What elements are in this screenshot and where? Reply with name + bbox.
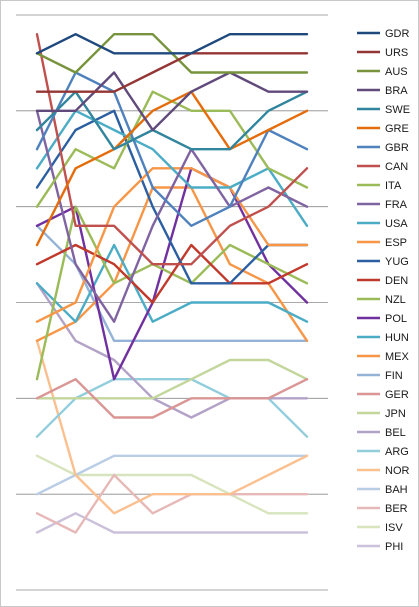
- legend-item-arg: ARG: [357, 446, 409, 458]
- legend-label: ITA: [385, 180, 402, 192]
- series-line-gdr: [35, 33, 309, 55]
- legend-label: URS: [385, 47, 408, 59]
- series-line-nor: [35, 339, 309, 515]
- series-line-den: [35, 243, 309, 304]
- legend-item-gre: GRE: [357, 123, 409, 135]
- legend-label: NZL: [385, 294, 406, 306]
- series-line-bah: [35, 454, 309, 496]
- legend-item-pol: POL: [357, 313, 407, 325]
- series-line-yug: [35, 109, 309, 285]
- legend-item-den: DEN: [357, 275, 408, 287]
- legend-item-mex: MEX: [357, 351, 410, 363]
- legend-label: USA: [385, 218, 408, 230]
- series-line-fin: [35, 224, 309, 342]
- legend-item-gdr: GDR: [357, 28, 410, 40]
- legend-item-bra: BRA: [357, 85, 408, 97]
- legend-label: SWE: [385, 104, 410, 116]
- legend-item-fin: FIN: [357, 370, 403, 382]
- legend-label: HUN: [385, 332, 409, 344]
- legend-item-urs: URS: [357, 47, 408, 59]
- legend-item-nor: NOR: [357, 465, 410, 477]
- legend-label: YUG: [385, 256, 409, 268]
- legend-item-yug: YUG: [357, 256, 409, 268]
- legend-label: BER: [385, 503, 408, 515]
- series-line-isv: [35, 454, 309, 515]
- legend-item-esp: ESP: [357, 237, 407, 249]
- legend-item-jpn: JPN: [357, 408, 406, 420]
- legend-item-ger: GER: [357, 389, 409, 401]
- legend-item-swe: SWE: [357, 104, 410, 116]
- legend-item-ita: ITA: [357, 180, 402, 192]
- legend-item-hun: HUN: [357, 332, 409, 344]
- legend-label: POL: [385, 313, 407, 325]
- legend-item-phi: PHI: [357, 541, 403, 553]
- series-line-gre: [35, 90, 309, 247]
- series-line-hun: [35, 243, 309, 323]
- series-line-jpn: [35, 358, 309, 400]
- legend-label: GBR: [385, 142, 409, 154]
- legend-label: GRE: [385, 123, 409, 135]
- legend-label: DEN: [385, 275, 408, 287]
- series-line-swe: [35, 90, 309, 151]
- legend-label: JPN: [385, 408, 406, 420]
- legend-label: FIN: [385, 370, 403, 382]
- legend-item-ber: BER: [357, 503, 408, 515]
- series-lines: [35, 33, 309, 534]
- series-line-urs: [35, 52, 309, 93]
- series-line-phi: [35, 512, 309, 534]
- legend-label: ARG: [385, 446, 409, 458]
- series-line-can: [35, 33, 309, 266]
- legend-item-usa: USA: [357, 218, 408, 230]
- series-line-fra: [35, 109, 309, 323]
- legend-item-bah: BAH: [357, 484, 408, 496]
- legend: GDR URS AUS BRA SWE GRE GBR CAN ITA FRA USA ESP YUG D…: [357, 28, 410, 553]
- legend-label: MEX: [385, 351, 410, 363]
- series-line-bra: [35, 71, 309, 132]
- legend-label: CAN: [385, 161, 408, 173]
- legend-item-isv: ISV: [357, 522, 403, 534]
- series-line-usa: [35, 109, 309, 228]
- legend-item-aus: AUS: [357, 66, 408, 78]
- legend-label: BRA: [385, 85, 408, 97]
- legend-label: NOR: [385, 465, 410, 477]
- series-line-gbr: [35, 71, 309, 228]
- legend-item-gbr: GBR: [357, 142, 409, 154]
- legend-label: GER: [385, 389, 409, 401]
- legend-item-fra: FRA: [357, 199, 408, 211]
- legend-label: FRA: [385, 199, 408, 211]
- legend-label: ESP: [385, 237, 407, 249]
- series-line-ger: [35, 378, 309, 419]
- legend-label: BAH: [385, 484, 408, 496]
- legend-label: GDR: [385, 28, 410, 40]
- legend-label: PHI: [385, 541, 403, 553]
- legend-label: BEL: [385, 427, 406, 439]
- legend-item-bel: BEL: [357, 427, 406, 439]
- series-line-ber: [35, 473, 309, 534]
- legend-item-nzl: NZL: [357, 294, 406, 306]
- legend-label: AUS: [385, 66, 408, 78]
- legend-label: ISV: [385, 522, 403, 534]
- legend-item-can: CAN: [357, 161, 408, 173]
